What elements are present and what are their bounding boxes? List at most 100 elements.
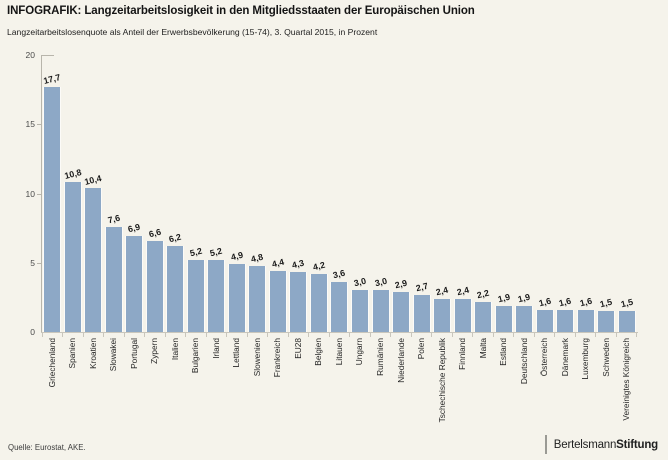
x-tick-mark <box>287 332 308 337</box>
bar-column: 4,8 <box>247 55 268 332</box>
y-tick-mark <box>37 262 41 264</box>
bar <box>208 260 225 332</box>
x-tick-mark <box>369 332 390 337</box>
bar-column: 4,4 <box>268 55 289 332</box>
country-label: Österreich <box>539 338 550 377</box>
x-label-cell: Rumänien <box>370 338 391 450</box>
bar-column: 10,8 <box>63 55 84 332</box>
bar-value-label: 6,9 <box>127 221 142 235</box>
bar-value-label: 1,5 <box>599 296 614 310</box>
bar-value-label: 4,4 <box>270 256 286 270</box>
chart-title: INFOGRAFIK: Langzeitarbeitslosigkeit in … <box>7 5 475 17</box>
x-label-cell: Slowakei <box>104 338 125 450</box>
bar-value-label: 1,6 <box>537 295 552 309</box>
bar-column: 1,5 <box>596 55 617 332</box>
x-label-cell: Slowenien <box>247 338 268 450</box>
x-tick-mark <box>267 332 287 337</box>
bar <box>269 271 286 332</box>
country-label: Luxemburg <box>580 338 591 380</box>
logo-text-regular: Bertelsmann <box>553 438 617 451</box>
x-tick-mark <box>513 332 533 337</box>
x-label-cell: Finnland <box>452 338 473 450</box>
country-label: Frankreich <box>272 338 283 378</box>
x-tick-mark <box>533 332 554 337</box>
bar-column: 6,9 <box>124 55 145 332</box>
bar <box>331 282 348 332</box>
x-label-cell: Zypern <box>145 338 166 450</box>
x-tick-mark <box>595 332 615 337</box>
y-tick-label: 15 <box>25 119 35 130</box>
x-tick-mark <box>554 332 574 337</box>
bar-column: 3,0 <box>350 55 371 332</box>
bar <box>249 266 266 332</box>
x-tick-mark <box>123 332 144 337</box>
bar-value-label: 1,6 <box>557 295 573 309</box>
bar-column: 4,3 <box>288 55 309 332</box>
x-tick-mark <box>82 332 103 337</box>
bar-column: 3,0 <box>370 55 391 332</box>
bar-value-label: 4,2 <box>311 259 327 273</box>
country-label: Slowenien <box>251 338 262 377</box>
y-tick-label: 20 <box>25 50 35 60</box>
country-label: Portugal <box>128 338 139 369</box>
x-axis-labels: Griechenland Spanien Kroatien Slowakei Portu… <box>42 338 637 450</box>
bar <box>146 241 163 332</box>
bar-value-label: 5,2 <box>209 245 224 259</box>
x-label-cell: Frankreich <box>268 338 289 450</box>
bar <box>454 299 471 332</box>
x-label-cell: Bulgarien <box>186 338 207 450</box>
y-tick-mark <box>37 124 41 126</box>
country-label: Ungarn <box>354 338 365 366</box>
bar-value-label: 3,6 <box>332 267 347 281</box>
country-label: Litauen <box>333 338 344 366</box>
x-label-cell: Polen <box>411 338 432 450</box>
country-label: Malta <box>477 338 488 359</box>
x-tick-mark <box>451 332 472 337</box>
bar-value-label: 1,9 <box>516 291 532 305</box>
bar-column: 17,7 <box>42 55 63 332</box>
x-tick-mark <box>185 332 205 337</box>
logo-text: BertelsmannStiftung <box>554 439 658 451</box>
country-label: Vereinigtes Königreich <box>621 338 632 421</box>
bar-value-label: 6,2 <box>168 231 183 245</box>
country-label: Kroatien <box>87 338 98 369</box>
y-tick-mark <box>37 193 41 195</box>
y-tick-label: 10 <box>25 188 35 199</box>
bar <box>64 182 81 332</box>
bar <box>167 246 184 332</box>
y-axis-top-tick <box>41 55 54 56</box>
bar <box>536 310 553 332</box>
country-label: Polen <box>416 338 427 360</box>
x-label-cell: Portugal <box>124 338 145 450</box>
x-tick-mark <box>62 332 82 337</box>
x-label-cell: Litauen <box>329 338 350 450</box>
bar-value-label: 1,6 <box>578 295 593 309</box>
x-label-cell: Ungarn <box>350 338 371 450</box>
bar <box>126 236 143 332</box>
bar-column: 2,4 <box>432 55 453 332</box>
x-tick-mark <box>103 332 123 337</box>
bar <box>351 290 368 332</box>
country-label: Irland <box>210 338 221 359</box>
x-tick-mark <box>574 332 595 337</box>
x-label-cell: Belgien <box>309 338 330 450</box>
bar-value-label: 5,2 <box>188 245 204 259</box>
bar-column: 3,6 <box>329 55 350 332</box>
x-label-cell: Italien <box>165 338 186 450</box>
bertelsmann-logo: BertelsmannStiftung <box>544 435 658 454</box>
bar-value-label: 3,0 <box>352 275 368 289</box>
bar <box>105 227 122 332</box>
x-label-cell: Irland <box>206 338 227 450</box>
bar-columns: 17,7 10,8 10,4 7,6 6,9 6,6 6,2 5,2 5,2 4,9 4,8 4,4 4… <box>42 55 637 332</box>
x-tick-mark <box>205 332 226 337</box>
bar-value-label: 2,9 <box>393 277 409 291</box>
bar <box>228 264 245 332</box>
x-label-cell: Estland <box>493 338 514 450</box>
bar-column: 4,9 <box>227 55 248 332</box>
x-tick-mark <box>42 332 62 337</box>
x-label-cell: Luxemburg <box>575 338 596 450</box>
x-tick-mark <box>492 332 513 337</box>
x-tick-mark <box>472 332 492 337</box>
bar-value-label: 1,5 <box>619 296 634 310</box>
country-label: Slowakei <box>108 338 119 372</box>
